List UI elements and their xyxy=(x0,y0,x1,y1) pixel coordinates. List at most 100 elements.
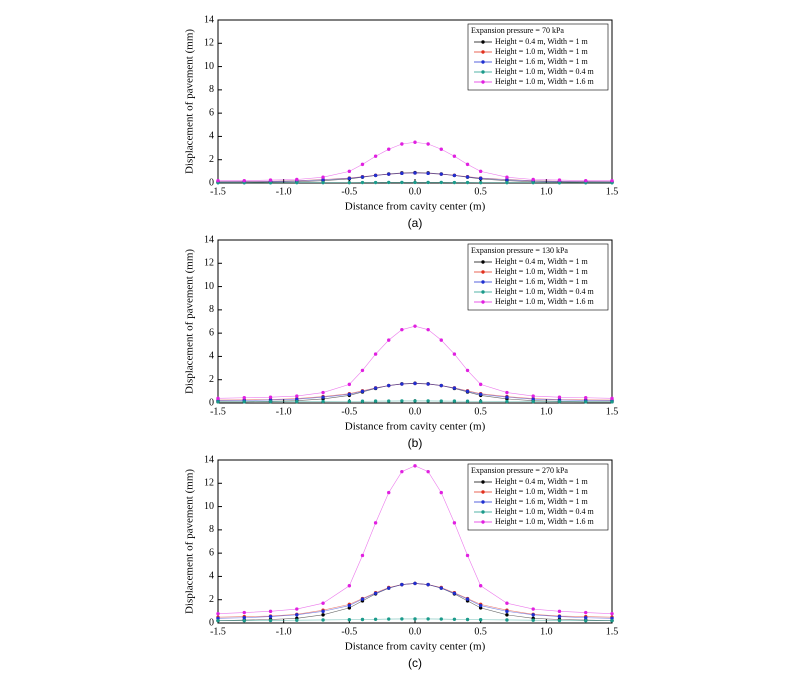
x-tick-label: 0.5 xyxy=(474,186,487,197)
legend-label: Height = 1.6 m, Width = 1 m xyxy=(495,497,589,506)
data-point xyxy=(321,175,325,179)
data-point xyxy=(413,140,417,144)
data-point xyxy=(505,390,509,395)
legend-label: Height = 1.0 m, Width = 1.6 m xyxy=(495,297,595,306)
data-point xyxy=(360,617,365,622)
data-point xyxy=(531,399,535,404)
data-point xyxy=(478,169,483,174)
data-point xyxy=(347,176,352,181)
data-point xyxy=(610,611,614,616)
legend-label: Height = 1.0 m, Width = 0.4 m xyxy=(495,287,595,296)
x-tick-label: 1.0 xyxy=(540,406,553,417)
data-point xyxy=(610,400,614,404)
data-point xyxy=(360,175,365,179)
legend-label: Height = 0.4 m, Width = 1 m xyxy=(495,37,589,46)
legend-marker xyxy=(481,270,485,274)
x-tick-label: -0.5 xyxy=(341,186,357,197)
x-axis-label: Distance from cavity center (m) xyxy=(345,201,486,213)
data-point xyxy=(321,399,325,404)
data-point xyxy=(373,154,378,158)
legend-marker xyxy=(481,70,485,74)
data-point xyxy=(426,582,430,587)
legend-marker xyxy=(481,260,485,264)
chart: 0 2 4 6 8 10 12 14 -1.5 -1.0 -0.5 0.0 0.5 1.0 1.5 Dista… xyxy=(184,454,619,670)
data-point xyxy=(478,606,483,610)
data-point xyxy=(321,395,325,399)
data-point xyxy=(321,390,325,395)
x-tick-label: 0.5 xyxy=(474,626,487,637)
data-point xyxy=(295,177,299,182)
data-point xyxy=(295,613,299,617)
legend-marker xyxy=(481,490,485,494)
data-point xyxy=(465,553,470,558)
caption: (b) xyxy=(408,436,423,450)
data-point xyxy=(452,521,457,525)
legend-marker xyxy=(481,60,485,64)
data-point xyxy=(242,178,246,183)
x-axis-label: Distance from cavity center (m) xyxy=(345,641,486,653)
data-point xyxy=(505,613,509,617)
data-point xyxy=(452,591,457,596)
data-point xyxy=(400,469,404,474)
data-point xyxy=(321,613,325,617)
data-point xyxy=(373,180,378,185)
data-point xyxy=(347,584,352,588)
data-point xyxy=(478,392,483,396)
y-tick-label: 4 xyxy=(209,351,214,362)
data-point xyxy=(321,180,325,185)
data-point xyxy=(531,397,535,401)
x-tick-label: -1.0 xyxy=(276,626,292,637)
data-point xyxy=(610,618,614,623)
data-point xyxy=(347,392,352,396)
y-tick-label: 6 xyxy=(209,547,214,558)
data-point xyxy=(439,490,443,495)
data-point xyxy=(452,399,457,403)
data-point xyxy=(400,171,404,176)
data-point xyxy=(557,609,562,614)
data-point xyxy=(216,178,220,183)
data-point xyxy=(413,399,417,403)
data-point xyxy=(373,399,378,403)
data-point xyxy=(360,180,365,185)
y-tick-label: 10 xyxy=(204,501,214,512)
data-point xyxy=(242,618,246,623)
x-tick-label: -1.0 xyxy=(276,406,292,417)
data-point xyxy=(557,614,562,619)
data-point xyxy=(360,368,365,373)
legend-label: Height = 1.0 m, Width = 0.4 m xyxy=(495,67,595,76)
data-point xyxy=(242,396,246,400)
data-point xyxy=(268,614,273,619)
y-tick-label: 10 xyxy=(204,61,214,72)
data-point xyxy=(478,399,483,404)
y-tick-label: 0 xyxy=(209,617,214,628)
legend-label: Height = 1.0 m, Width = 1 m xyxy=(495,47,589,56)
data-point xyxy=(387,399,391,403)
data-point xyxy=(387,172,391,176)
y-tick-label: 0 xyxy=(209,397,214,408)
y-axis-label: Displacement of pavement (mm) xyxy=(184,29,196,174)
data-point xyxy=(387,147,391,151)
data-point xyxy=(426,382,430,386)
data-point xyxy=(387,617,391,621)
legend-label: Height = 1.6 m, Width = 1 m xyxy=(495,277,589,286)
data-point xyxy=(400,582,404,587)
legend-title: Expansion pressure = 70 kPa xyxy=(471,26,564,35)
data-point xyxy=(242,400,246,404)
data-point xyxy=(505,609,509,614)
data-point xyxy=(242,610,246,615)
data-point xyxy=(557,395,562,399)
legend-label: Height = 1.0 m, Width = 1.6 m xyxy=(495,517,595,526)
data-point xyxy=(360,553,365,558)
data-point xyxy=(268,181,273,185)
data-point xyxy=(426,617,430,621)
data-point xyxy=(465,162,470,167)
data-point xyxy=(360,399,365,403)
y-tick-label: 12 xyxy=(204,258,214,269)
data-point xyxy=(505,395,509,399)
data-point xyxy=(373,591,378,596)
data-point xyxy=(557,178,562,182)
y-tick-label: 2 xyxy=(209,594,214,605)
data-point xyxy=(478,603,483,608)
caption: (c) xyxy=(408,656,422,670)
legend-marker xyxy=(481,510,485,514)
